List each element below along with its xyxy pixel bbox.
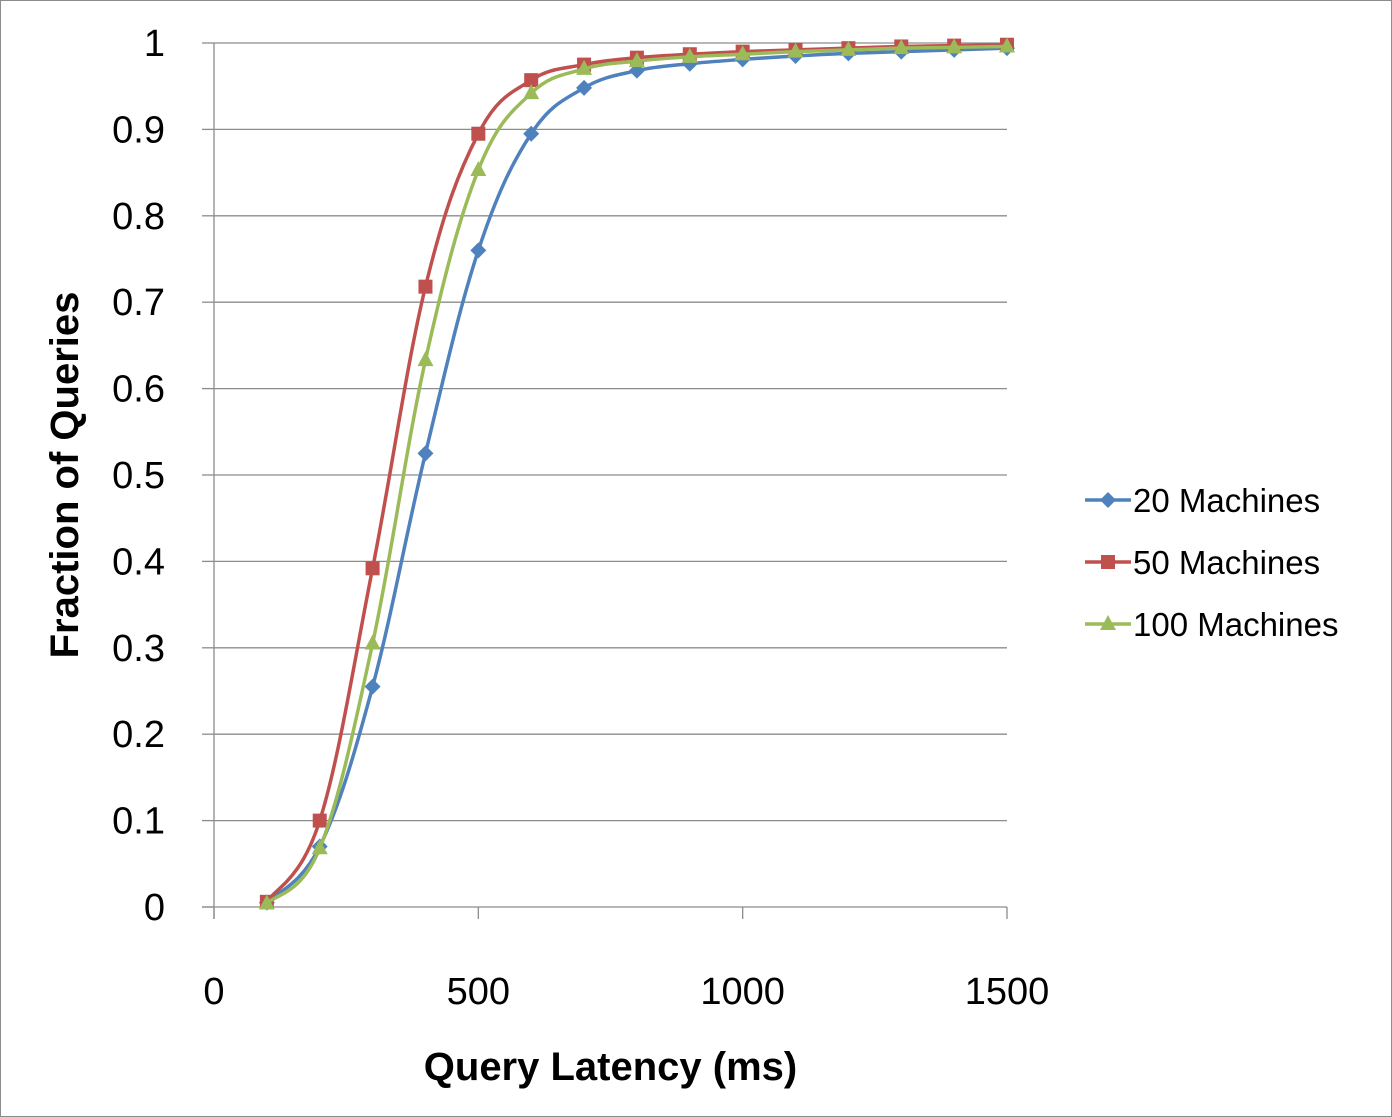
y-tick-label: 0.6 — [112, 369, 165, 411]
data-point-100-machines — [364, 634, 381, 650]
y-tick-label: 0.4 — [112, 541, 165, 583]
legend-item-50-machines: 50 Machines — [1085, 544, 1320, 581]
data-point-100-machines — [628, 52, 645, 68]
legend-label: 100 Machines — [1133, 606, 1338, 643]
data-point-100-machines — [523, 84, 540, 100]
data-point-20-machines — [417, 445, 434, 462]
y-tick-label: 0.5 — [112, 455, 165, 497]
y-tick-label: 0 — [144, 887, 165, 929]
series-layer — [258, 37, 1015, 911]
data-point-100-machines — [576, 59, 593, 75]
data-point-20-machines — [364, 678, 381, 695]
data-point-100-machines — [734, 45, 751, 61]
data-point-100-machines — [893, 39, 910, 55]
series-line-50-machines — [265, 42, 1008, 903]
data-point-100-machines — [417, 351, 434, 367]
legend-item-100-machines: 100 Machines — [1085, 606, 1338, 643]
data-point-100-machines — [787, 42, 804, 58]
y-tick-label: 0.9 — [112, 109, 165, 151]
data-point-20-machines — [523, 125, 540, 142]
data-point-100-machines — [470, 161, 487, 177]
y-axis-title: Fraction of Queries — [43, 292, 87, 659]
x-tick-label: 1000 — [700, 971, 785, 1013]
data-point-100-machines — [946, 38, 963, 54]
x-tick-label: 1500 — [965, 971, 1050, 1013]
tick-labels: 0 0.1 0.2 0.3 0.4 0.5 0.6 0.7 0.8 0.9 1 0 500 1000 150… — [112, 23, 1049, 1013]
axes — [202, 42, 1008, 919]
legend-marker — [1100, 615, 1116, 630]
x-tick-label: 0 — [203, 971, 224, 1013]
legend-label: 20 Machines — [1133, 482, 1320, 519]
data-point-20-machines — [470, 242, 487, 259]
y-tick-label: 0.2 — [112, 714, 165, 756]
data-point-50-machines — [365, 561, 380, 576]
y-tick-label: 0.8 — [112, 196, 165, 238]
data-point-100-machines — [258, 894, 275, 910]
series-100-machines — [258, 37, 1015, 910]
x-tick-label: 500 — [447, 971, 510, 1013]
y-tick-label: 1 — [144, 23, 165, 65]
data-point-50-machines — [524, 73, 539, 88]
y-tick-label: 0.3 — [112, 628, 165, 670]
data-point-100-machines — [681, 47, 698, 63]
legend-marker — [1100, 492, 1116, 508]
data-point-100-machines — [999, 37, 1015, 53]
legend-marker — [1101, 555, 1115, 569]
legend-label: 50 Machines — [1133, 544, 1320, 581]
data-point-50-machines — [471, 126, 486, 141]
series-50-machines — [259, 37, 1014, 909]
data-point-100-machines — [311, 839, 328, 855]
legend: 20 Machines 50 Machines 100 Machines — [1085, 482, 1338, 643]
gridlines — [214, 42, 1007, 822]
data-point-20-machines — [576, 79, 593, 96]
data-point-50-machines — [418, 279, 433, 294]
y-tick-label: 0.7 — [112, 282, 165, 324]
data-point-100-machines — [840, 40, 857, 56]
legend-item-20-machines: 20 Machines — [1085, 482, 1320, 519]
data-point-50-machines — [312, 813, 327, 828]
x-axis-title: Query Latency (ms) — [424, 1045, 797, 1089]
y-tick-label: 0.1 — [112, 801, 165, 843]
